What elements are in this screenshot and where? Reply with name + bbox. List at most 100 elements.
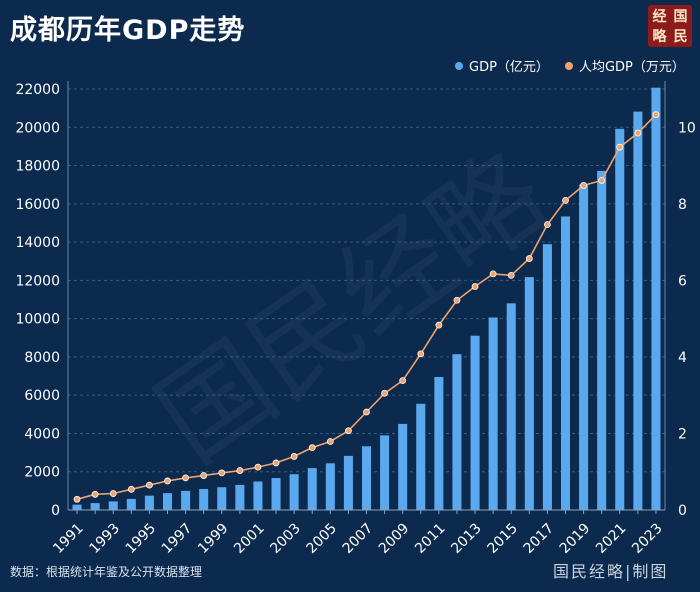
x-tick-label: 2019 xyxy=(557,520,594,557)
point-per-capita-gdp[interactable] xyxy=(236,467,244,474)
point-per-capita-gdp[interactable] xyxy=(598,177,606,184)
y-right-tick-label: 0 xyxy=(678,503,687,519)
bar-gdp[interactable] xyxy=(434,377,444,510)
bar-gdp[interactable] xyxy=(289,474,299,510)
bar-gdp[interactable] xyxy=(325,463,335,510)
bar-gdp[interactable] xyxy=(416,403,426,510)
point-per-capita-gdp[interactable] xyxy=(525,255,533,262)
point-per-capita-gdp[interactable] xyxy=(109,490,117,497)
y-left-tick-label: 20000 xyxy=(15,120,60,136)
point-per-capita-gdp[interactable] xyxy=(435,321,443,329)
point-per-capita-gdp[interactable] xyxy=(507,271,515,279)
legend-label-per-capita: 人均GDP（万元） xyxy=(578,60,685,75)
bar-gdp[interactable] xyxy=(144,495,154,510)
bar-gdp[interactable] xyxy=(72,504,82,510)
point-per-capita-gdp[interactable] xyxy=(417,350,425,358)
y-left-tick-label: 22000 xyxy=(15,82,60,98)
point-per-capita-gdp[interactable] xyxy=(146,481,153,489)
logo-char: 民 xyxy=(673,29,688,45)
x-tick-label: 2011 xyxy=(412,520,449,557)
point-per-capita-gdp[interactable] xyxy=(127,485,135,493)
bar-gdp[interactable] xyxy=(361,446,372,510)
point-per-capita-gdp[interactable] xyxy=(616,143,624,151)
logo-char: 经 xyxy=(652,9,667,25)
bar-gdp[interactable] xyxy=(597,170,607,511)
x-tick-label: 2003 xyxy=(267,520,304,557)
point-per-capita-gdp[interactable] xyxy=(453,296,461,304)
y-right-tick-label: 2 xyxy=(678,426,687,442)
x-tick-label: 2007 xyxy=(340,520,377,557)
bar-gdp[interactable] xyxy=(90,503,100,510)
point-per-capita-gdp[interactable] xyxy=(381,389,388,397)
bar-gdp[interactable] xyxy=(542,244,552,510)
point-per-capita-gdp[interactable] xyxy=(326,438,334,445)
bar-gdp[interactable] xyxy=(579,184,589,510)
bar-gdp[interactable] xyxy=(452,354,462,510)
point-per-capita-gdp[interactable] xyxy=(489,270,497,278)
legend-item-gdp[interactable]: GDP（亿元） xyxy=(455,56,549,75)
point-per-capita-gdp[interactable] xyxy=(272,459,280,467)
point-per-capita-gdp[interactable] xyxy=(634,129,642,137)
logo-char: 国 xyxy=(673,9,688,25)
y-right-tick-label: 8 xyxy=(678,197,687,213)
y-left-tick-label: 4000 xyxy=(24,426,60,442)
point-per-capita-gdp[interactable] xyxy=(91,490,99,498)
y-left-tick-label: 8000 xyxy=(24,350,60,366)
bar-gdp[interactable] xyxy=(343,455,353,510)
x-tick-label: 2009 xyxy=(376,520,413,557)
brand-seal-logo: 经 国 略 民 xyxy=(648,5,692,47)
point-per-capita-gdp[interactable] xyxy=(73,495,81,503)
point-per-capita-gdp[interactable] xyxy=(562,196,569,204)
bar-gdp[interactable] xyxy=(380,435,390,510)
y-left-tick-label: 14000 xyxy=(15,235,60,251)
y-left-tick-label: 0 xyxy=(51,503,60,519)
point-per-capita-gdp[interactable] xyxy=(182,474,189,482)
bar-gdp[interactable] xyxy=(633,111,643,511)
point-per-capita-gdp[interactable] xyxy=(544,221,551,228)
bar-gdp[interactable] xyxy=(560,216,571,510)
bar-gdp[interactable] xyxy=(398,423,408,510)
point-per-capita-gdp[interactable] xyxy=(471,283,479,290)
bar-gdp[interactable] xyxy=(235,484,245,510)
bar-gdp[interactable] xyxy=(181,490,191,510)
x-tick-label: 2005 xyxy=(304,520,341,557)
x-tick-label: 2017 xyxy=(521,520,558,557)
x-tick-label: 2013 xyxy=(448,520,485,557)
bar-gdp[interactable] xyxy=(162,493,173,510)
bar-gdp[interactable] xyxy=(651,87,661,510)
legend-swatch-gdp-icon xyxy=(455,61,463,70)
x-tick-label: 1991 xyxy=(50,520,87,557)
point-per-capita-gdp[interactable] xyxy=(363,408,370,416)
x-tick-label: 1993 xyxy=(86,520,123,557)
bar-gdp[interactable] xyxy=(217,487,227,510)
bar-gdp[interactable] xyxy=(126,498,136,510)
y-left-tick-label: 10000 xyxy=(15,312,60,328)
bar-gdp[interactable] xyxy=(199,488,209,510)
bar-gdp[interactable] xyxy=(253,481,263,510)
point-per-capita-gdp[interactable] xyxy=(308,444,316,452)
bar-gdp[interactable] xyxy=(307,468,317,510)
point-per-capita-gdp[interactable] xyxy=(580,182,587,189)
point-per-capita-gdp[interactable] xyxy=(200,472,208,479)
page-title: 成都历年GDP走势 xyxy=(10,15,246,46)
bar-gdp[interactable] xyxy=(488,317,498,510)
point-per-capita-gdp[interactable] xyxy=(652,111,660,119)
point-per-capita-gdp[interactable] xyxy=(254,463,262,471)
point-per-capita-gdp[interactable] xyxy=(164,477,171,485)
point-per-capita-gdp[interactable] xyxy=(399,377,407,385)
legend-item-per-capita[interactable]: 人均GDP（万元） xyxy=(564,56,685,75)
chart-credit: 国民经略|制图 xyxy=(553,562,669,581)
bar-gdp[interactable] xyxy=(615,128,625,510)
bar-gdp[interactable] xyxy=(524,277,534,510)
bar-gdp[interactable] xyxy=(108,501,118,510)
x-tick-label: 2001 xyxy=(231,520,268,557)
point-per-capita-gdp[interactable] xyxy=(290,453,298,460)
x-tick-label: 1999 xyxy=(195,520,232,557)
x-tick-label: 2015 xyxy=(484,520,521,557)
point-per-capita-gdp[interactable] xyxy=(345,427,352,435)
point-per-capita-gdp[interactable] xyxy=(218,469,226,477)
bar-gdp[interactable] xyxy=(470,335,480,510)
bar-gdp[interactable] xyxy=(271,478,281,510)
bar-gdp[interactable] xyxy=(506,303,516,510)
